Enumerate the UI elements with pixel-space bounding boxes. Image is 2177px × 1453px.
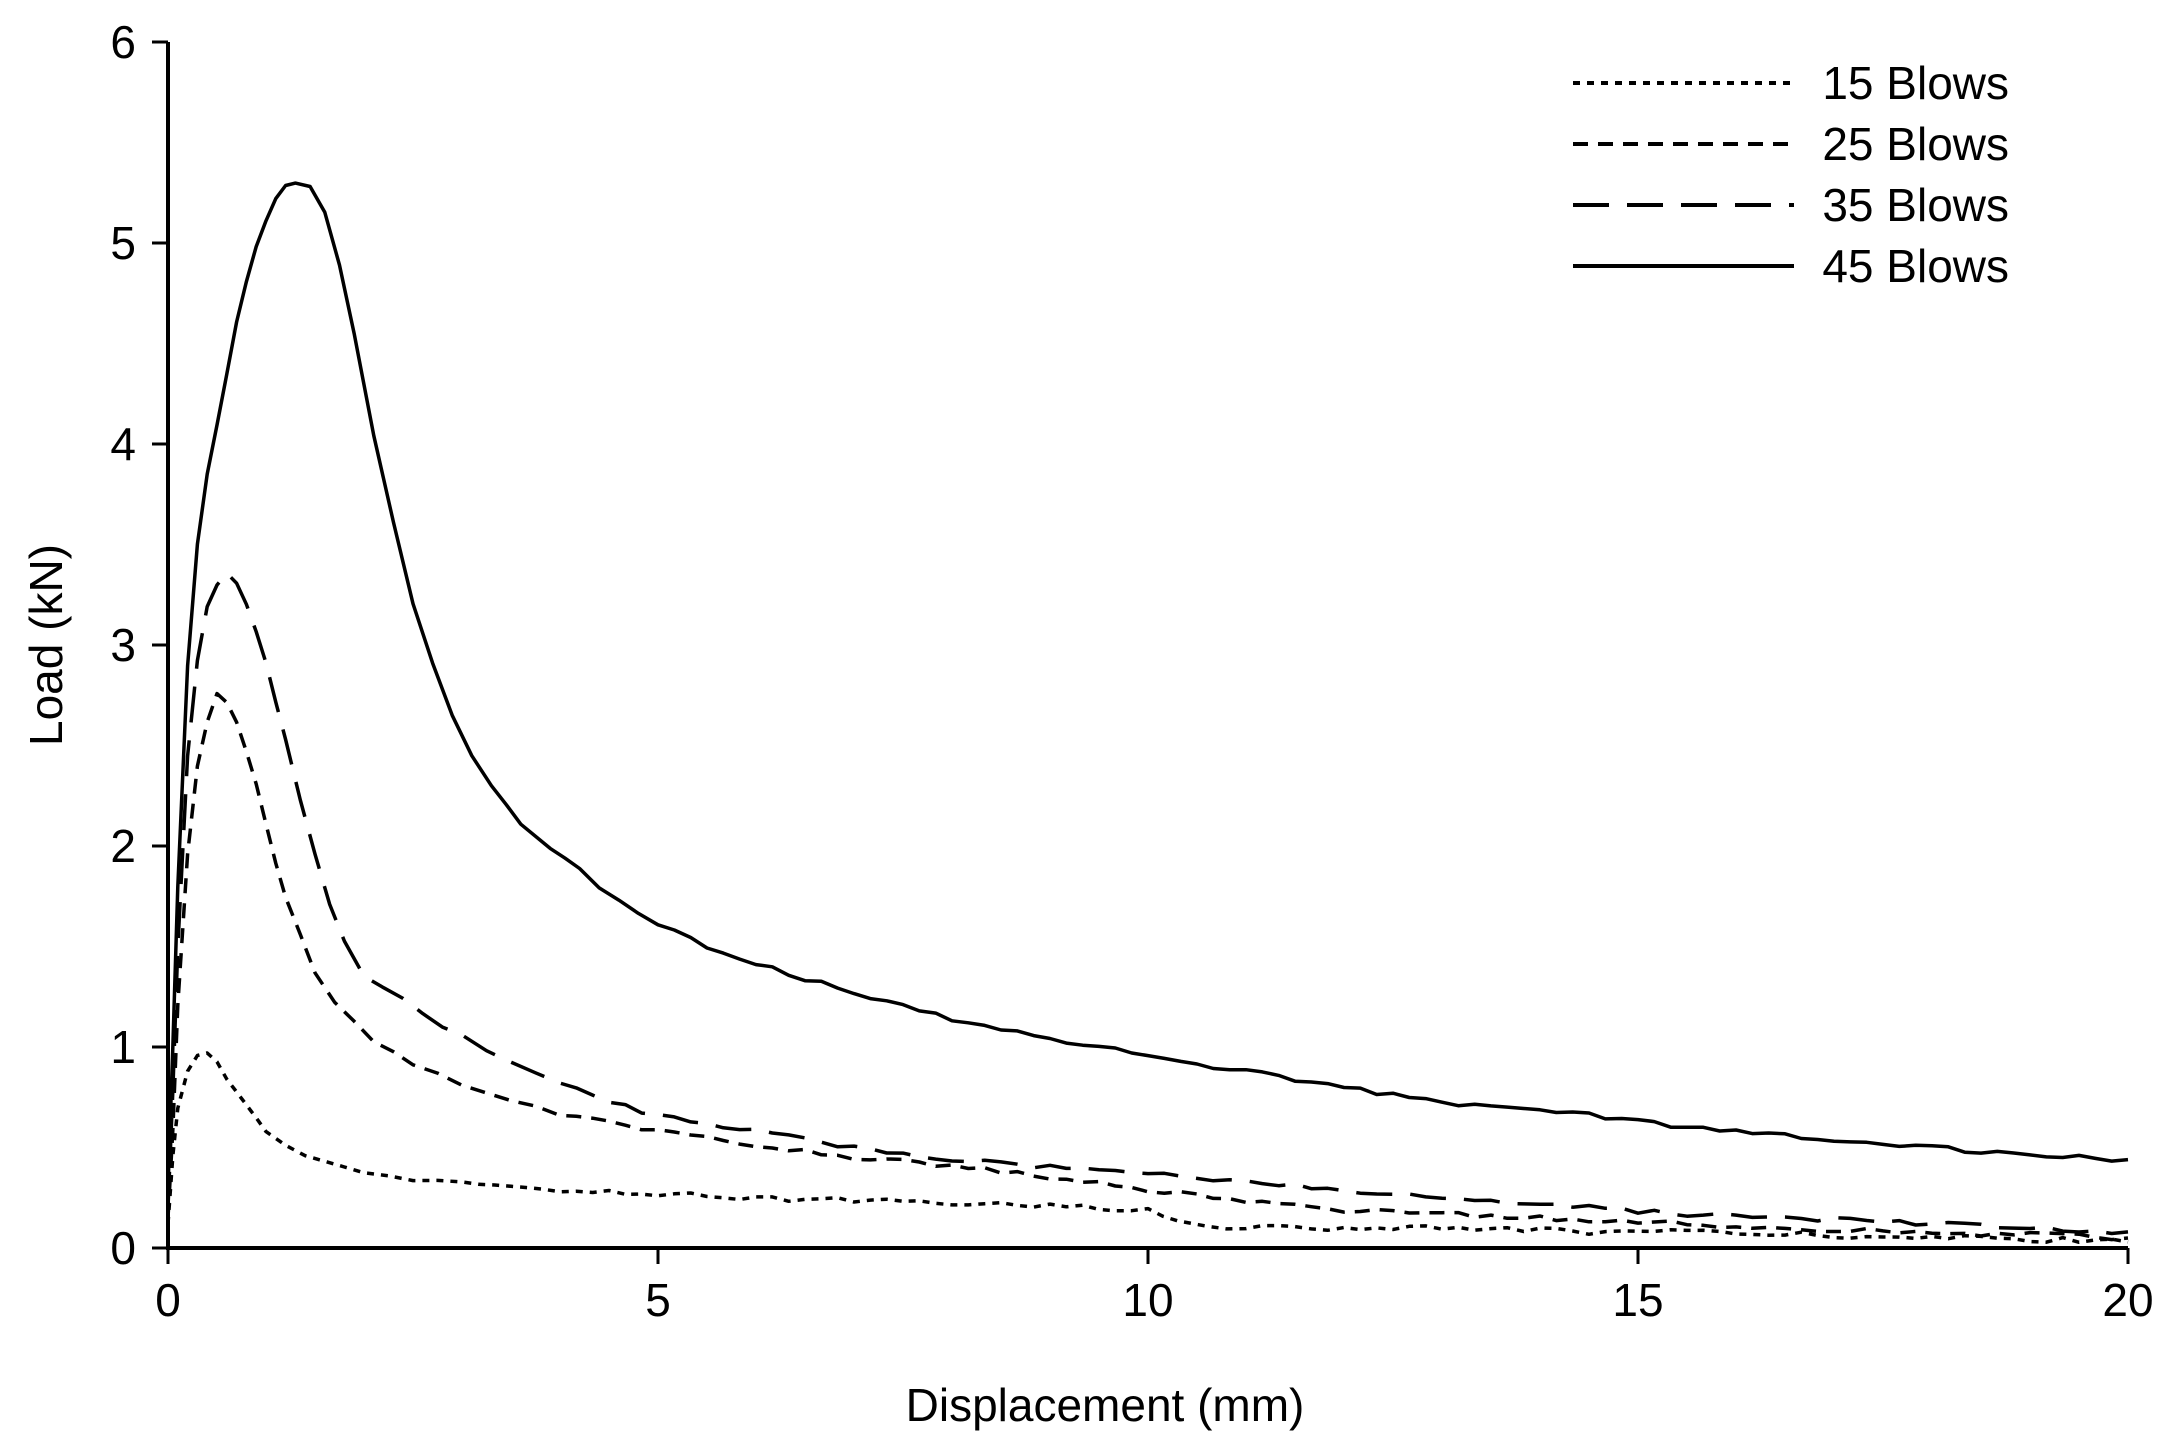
legend-sample-svg-15-blows: [1573, 80, 1795, 85]
legend-label-25-blows: 25 Blows: [1822, 117, 2009, 170]
y-tick-label: 5: [110, 217, 136, 269]
legend-sample-svg-25-blows: [1573, 141, 1795, 146]
y-tick-label: 1: [110, 1021, 136, 1073]
legend-line-sample-35-blows: [1571, 180, 1796, 230]
series-line-45-blows: [166, 181, 2129, 1188]
legend-label-35-blows: 35 Blows: [1822, 178, 2009, 231]
x-tick-label: 15: [1612, 1274, 1663, 1326]
series-line-15-blows: [166, 1051, 2129, 1245]
y-tick-label: 0: [110, 1222, 136, 1274]
legend-label-15-blows: 15 Blows: [1822, 56, 2009, 109]
y-tick-label: 2: [110, 820, 136, 872]
x-tick-label: 0: [155, 1274, 181, 1326]
x-axis-title: Displacement (mm): [905, 1379, 1305, 1431]
series-line-25-blows: [166, 691, 2129, 1242]
legend-line-sample-45-blows: [1571, 241, 1796, 291]
x-tick-label: 5: [645, 1274, 671, 1326]
y-tick-label: 6: [110, 16, 136, 68]
legend-item-25-blows: 25 Blows: [1571, 113, 2009, 174]
legend-label-45-blows: 45 Blows: [1822, 239, 2009, 292]
series-line-35-blows: [166, 571, 2129, 1236]
legend-line-sample-15-blows: [1571, 58, 1796, 108]
legend-item-35-blows: 35 Blows: [1571, 174, 2009, 235]
y-axis-title: Load (kN): [20, 544, 72, 746]
y-tick-label: 4: [110, 418, 136, 470]
legend-item-45-blows: 45 Blows: [1571, 235, 2009, 296]
x-tick-label: 20: [2102, 1274, 2153, 1326]
legend-sample-svg-45-blows: [1573, 263, 1795, 268]
x-tick-label: 10: [1122, 1274, 1173, 1326]
legend-item-15-blows: 15 Blows: [1571, 52, 2009, 113]
y-tick-label: 3: [110, 619, 136, 671]
legend: 15 Blows 25 Blows 35 Blows 45 Blows: [1571, 52, 2009, 296]
legend-line-sample-25-blows: [1571, 119, 1796, 169]
legend-sample-svg-35-blows: [1573, 202, 1795, 207]
